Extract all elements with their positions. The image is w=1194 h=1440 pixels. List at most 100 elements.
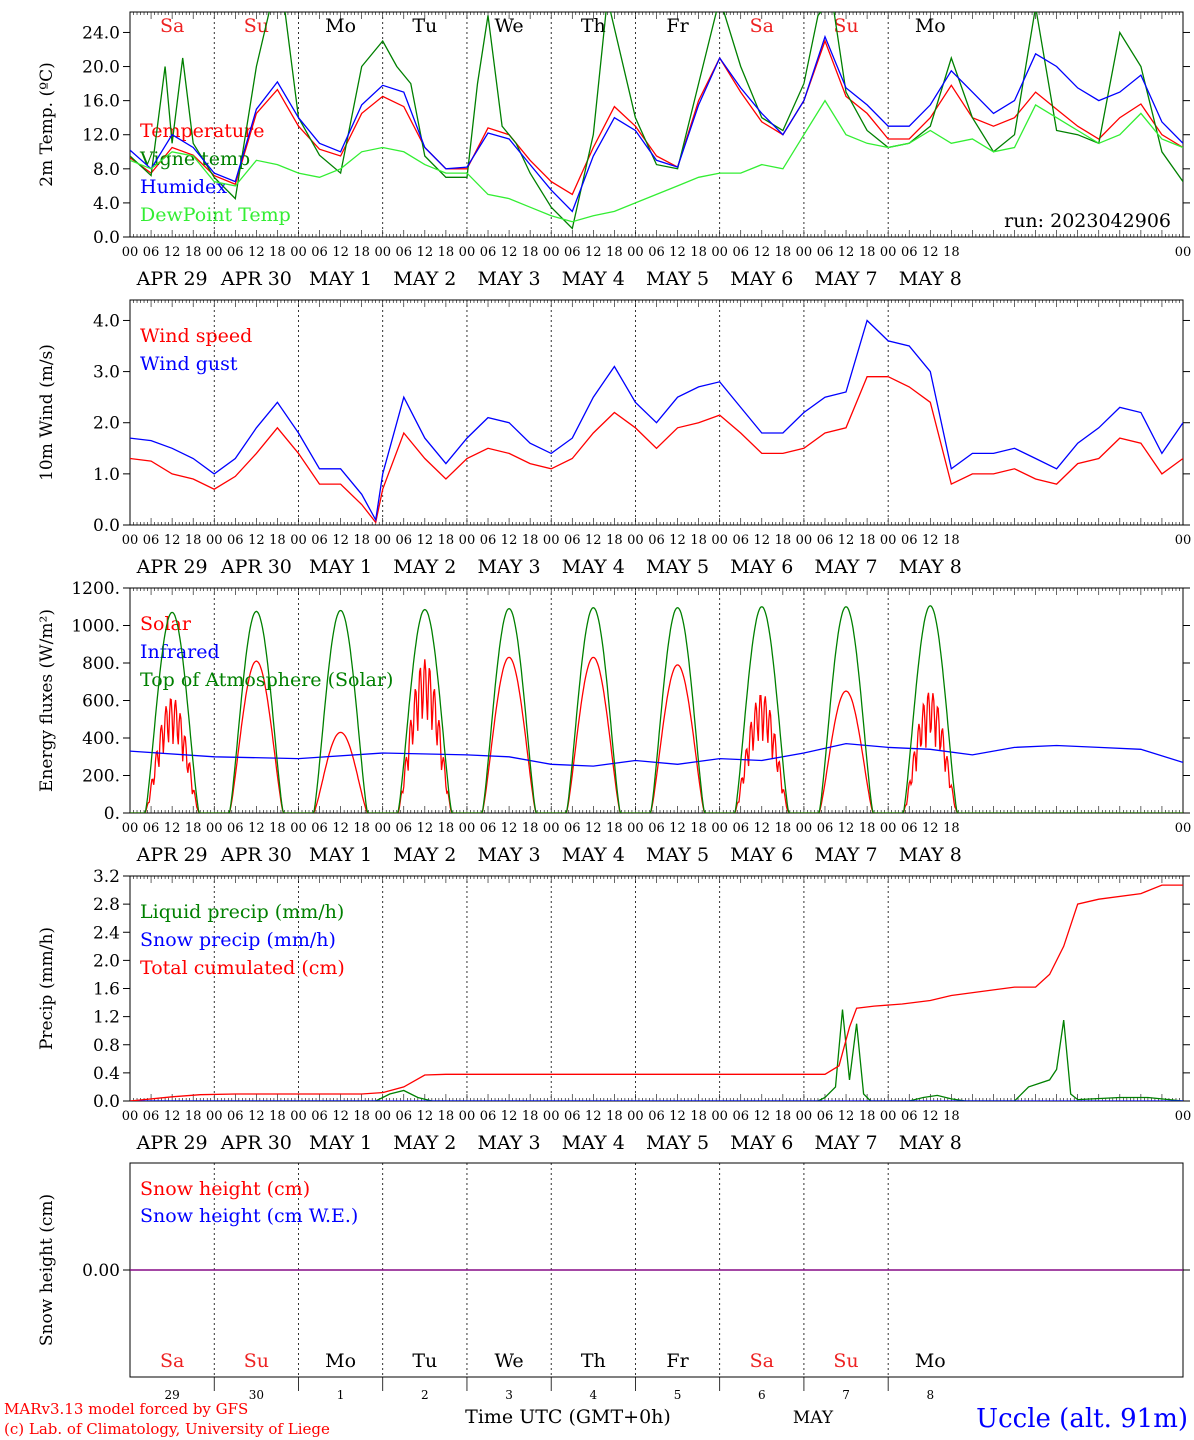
series-solar: [130, 656, 1183, 813]
x-date-label: MAY 2: [393, 556, 456, 578]
series-humidex: [130, 34, 1183, 213]
x-hour-label: 12: [417, 533, 434, 548]
legend-entry: Vigne temp: [139, 148, 250, 170]
x-hour-label: 00: [290, 1109, 307, 1124]
legend-entry: Wind gust: [140, 353, 238, 375]
x-hour-label: 06: [480, 821, 497, 836]
x-hour-label: 12: [248, 245, 265, 260]
x-hour-label: 00: [880, 821, 897, 836]
x-hour-label: 00: [711, 821, 728, 836]
x-hour-label: 12: [501, 533, 518, 548]
x-hour-label: 18: [522, 1109, 539, 1124]
day-name-label: Mo: [915, 1350, 946, 1372]
x-hour-label: 00: [374, 245, 391, 260]
y-tick-label: 20.0: [82, 58, 120, 78]
day-number-label: 3: [505, 1388, 513, 1402]
x-hour-label: 06: [396, 821, 413, 836]
day-number-label: 7: [842, 1388, 850, 1402]
day-name-label: Mo: [915, 15, 946, 37]
x-hour-label: 12: [669, 533, 686, 548]
y-tick-label: 0.0: [93, 516, 120, 536]
day-name-label: We: [494, 1350, 523, 1372]
x-hour-label: 12: [585, 821, 602, 836]
x-hour-label: 12: [248, 821, 265, 836]
x-hour-label: 06: [311, 245, 328, 260]
x-hour-label: 18: [185, 533, 202, 548]
x-date-label: MAY 6: [730, 1132, 793, 1154]
x-date-label: MAY 8: [899, 844, 962, 866]
x-hour-label: 18: [690, 245, 707, 260]
x-hour-label: 06: [901, 1109, 918, 1124]
day-name-label: Sa: [160, 1350, 184, 1372]
y-tick-label: 1.2: [93, 1008, 120, 1028]
x-hour-label: 06: [143, 533, 160, 548]
x-hour-label: 12: [754, 821, 771, 836]
x-hour-label: 00: [796, 245, 813, 260]
x-hour-label: 12: [838, 533, 855, 548]
x-date-label: APR 29: [136, 844, 208, 866]
x-hour-label: 00: [711, 1109, 728, 1124]
x-hour-label: 18: [859, 245, 876, 260]
x-hour-label: 00: [711, 533, 728, 548]
x-hour-label: 18: [775, 1109, 792, 1124]
x-hour-label: 18: [943, 533, 960, 548]
x-hour-label: 12: [332, 245, 349, 260]
y-tick-label: 1.6: [93, 980, 120, 1000]
x-hour-label: 00: [1175, 245, 1192, 260]
y-tick-label: 0.0: [93, 228, 120, 248]
y-tick-label: 3.2: [93, 867, 120, 887]
x-hour-label: 12: [164, 245, 181, 260]
x-hour-label: 18: [438, 533, 455, 548]
x-date-label: APR 29: [136, 556, 208, 578]
x-hour-label: 12: [332, 533, 349, 548]
x-hour-label: 12: [838, 1109, 855, 1124]
y-tick-label: 4.0: [93, 311, 120, 331]
y-tick-label: 4.0: [93, 194, 120, 214]
x-hour-label: 00: [796, 1109, 813, 1124]
x-hour-label: 18: [775, 821, 792, 836]
day-number-label: 6: [758, 1388, 766, 1402]
x-date-label: MAY 3: [478, 268, 541, 290]
x-hour-label: 06: [901, 245, 918, 260]
y-tick-label: 3.0: [93, 363, 120, 383]
x-hour-label: 18: [269, 245, 286, 260]
x-hour-label: 00: [122, 533, 139, 548]
y-tick-label: 600.: [82, 692, 120, 712]
x-hour-label: 06: [143, 821, 160, 836]
y-tick-label: 24.0: [82, 23, 120, 43]
x-hour-label: 00: [1175, 1109, 1192, 1124]
day-name-label: Th: [581, 1350, 606, 1372]
precip-ylabel: Precip (mm/h): [37, 927, 57, 1050]
y-tick-label: 1000.: [71, 617, 120, 637]
x-hour-label: 18: [943, 245, 960, 260]
x-hour-label: 06: [901, 821, 918, 836]
run-annotation: run: 2023042906: [1004, 210, 1171, 232]
x-date-label: APR 29: [136, 268, 208, 290]
x-hour-label: 06: [732, 245, 749, 260]
x-date-label: MAY 3: [478, 1132, 541, 1154]
y-tick-label: 1200.: [71, 579, 120, 599]
x-hour-label: 06: [396, 245, 413, 260]
legend-entry: Top of Atmosphere (Solar): [140, 669, 393, 691]
series-top-of-atmosphere-solar-: [130, 605, 1183, 813]
day-name-label: Tu: [412, 15, 437, 37]
x-date-label: MAY 4: [562, 268, 625, 290]
x-hour-label: 06: [817, 821, 834, 836]
x-hour-label: 06: [311, 821, 328, 836]
panel-temp: 0.0 4.0 8.0 12.0 16.0 20.0 24.0 2m Temp. (ºC) 00…: [37, 11, 1192, 290]
x-date-label: MAY 2: [393, 844, 456, 866]
x-hour-label: 06: [901, 533, 918, 548]
x-hour-label: 18: [690, 533, 707, 548]
x-hour-label: 00: [374, 821, 391, 836]
x-date-label: MAY 3: [478, 844, 541, 866]
x-hour-label: 18: [859, 1109, 876, 1124]
y-tick-label: 16.0: [82, 92, 120, 112]
x-hour-label: 06: [817, 1109, 834, 1124]
day-name-label: Mo: [325, 1350, 356, 1372]
series-temperature: [130, 39, 1183, 196]
x-hour-label: 12: [585, 1109, 602, 1124]
x-hour-label: 18: [185, 821, 202, 836]
x-hour-label: 00: [459, 821, 476, 836]
panel-precip: 0.0 0.4 0.8 1.2 1.6 2.0 2.4 2.8 3.2 Precip (mm/h)…: [37, 867, 1191, 1154]
x-hour-label: 00: [290, 533, 307, 548]
